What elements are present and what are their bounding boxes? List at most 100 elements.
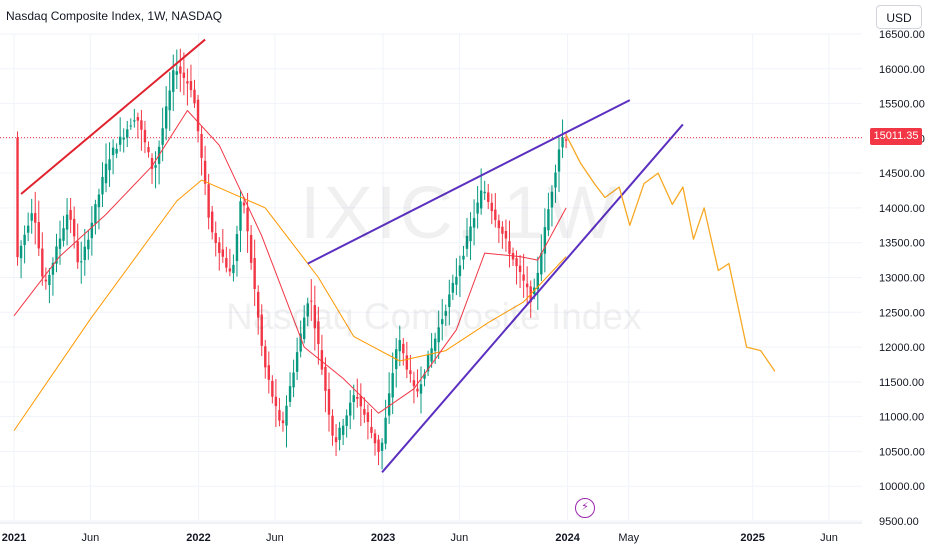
moving-averages [13, 110, 567, 431]
y-tick-label: 10000.00 [879, 481, 925, 493]
candle-body [561, 137, 564, 148]
candle-body [405, 355, 409, 370]
candle-body [497, 220, 501, 229]
candle-body [458, 265, 462, 277]
candle-body [26, 225, 30, 233]
candle-body [331, 415, 334, 436]
candle-body [44, 279, 48, 282]
candle-body [469, 226, 472, 242]
candle-body [97, 194, 101, 208]
candle-body [101, 176, 104, 195]
candle-body [299, 333, 302, 352]
y-tick-label: 15500.00 [879, 99, 925, 111]
candle-body [522, 274, 525, 281]
candle-body [423, 373, 426, 379]
candle-body [196, 99, 200, 132]
candle-body [462, 255, 465, 260]
candle-body [313, 305, 317, 329]
y-tick-label: 10500.00 [879, 446, 925, 458]
candle-body [285, 405, 288, 426]
candle-body [501, 226, 504, 234]
candle-body [366, 412, 370, 422]
candle-body [143, 129, 147, 143]
candle-body [37, 222, 40, 249]
candle-body [398, 340, 401, 352]
candle-body [256, 291, 260, 318]
candle-body [34, 213, 37, 223]
candle-body [412, 380, 416, 387]
candle-body [133, 120, 136, 122]
candle-body [203, 160, 207, 184]
candle-body [175, 71, 178, 75]
candle-body [126, 129, 129, 138]
y-tick-label: 16500.00 [879, 29, 925, 41]
candle-body [451, 282, 455, 293]
candle-body [80, 261, 83, 263]
candle-body [380, 442, 384, 451]
candle-body [341, 425, 345, 435]
candle-body [150, 158, 154, 169]
candle-body [455, 276, 458, 285]
candle-body [490, 202, 493, 212]
candle-body [430, 348, 433, 362]
candle-body [352, 395, 355, 403]
trendline [20, 38, 206, 195]
candle-body [525, 283, 529, 288]
candle-body [72, 218, 76, 237]
candle-body [65, 214, 69, 230]
candle-body [373, 433, 377, 444]
candle-body [271, 380, 274, 397]
candle-body [253, 258, 256, 289]
y-tick-label: 9500.00 [879, 516, 919, 528]
candle-body [288, 386, 292, 402]
candle-body [419, 384, 423, 394]
x-tick-label: Jun [266, 532, 284, 544]
candle-body [356, 396, 359, 399]
candle-body [554, 172, 557, 188]
candle-body [345, 415, 348, 426]
y-tick-label: 13500.00 [879, 238, 925, 250]
x-tick-label: Jun [81, 532, 99, 544]
candle-body [409, 370, 412, 375]
candle-body [210, 211, 214, 233]
candle-body [370, 426, 373, 433]
lightning-icon[interactable]: ⚡ [575, 498, 595, 518]
candle-body [540, 252, 543, 275]
candle-body [536, 272, 539, 290]
candle-body [186, 81, 189, 84]
candle-body [200, 134, 203, 158]
candle-body [564, 139, 568, 141]
candle-body [58, 238, 62, 249]
x-tick-label: 2024 [555, 532, 580, 544]
y-tick-label: 11500.00 [879, 377, 924, 389]
candle-body [161, 128, 164, 145]
candle-body [108, 159, 111, 171]
candle-body [104, 163, 108, 184]
candle-body [487, 192, 490, 202]
candle-body [441, 319, 444, 325]
currency-button[interactable]: USD [876, 5, 922, 29]
projection-path [565, 134, 776, 372]
candle-body [433, 338, 437, 351]
symbol-title[interactable]: Nasdaq Composite Index, 1W, NASDAQ [6, 9, 223, 23]
candle-body [214, 232, 217, 244]
candle-body [83, 246, 86, 261]
candle-body [557, 149, 561, 172]
candle-body [402, 343, 405, 354]
x-tick-label: Jun [820, 532, 838, 544]
y-tick-label: 13000.00 [879, 273, 925, 285]
candle-body [76, 241, 79, 263]
candle-body [235, 234, 239, 262]
candle-body [168, 90, 171, 111]
candle-body [23, 234, 26, 246]
x-tick-label: Jun [451, 532, 469, 544]
candle-body [154, 165, 157, 168]
candle-body [207, 184, 210, 218]
candle-body [179, 66, 182, 74]
candle-body [267, 365, 271, 380]
candle-body [334, 437, 338, 443]
candle-body [384, 417, 387, 444]
